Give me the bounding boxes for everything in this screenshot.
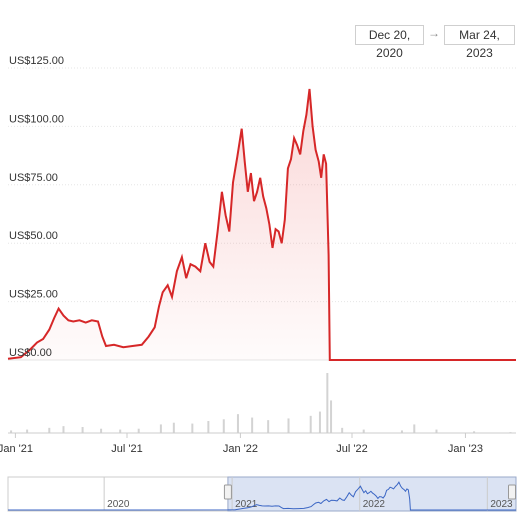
navigator[interactable]: 2020 2021 2022 2023 — [7, 476, 517, 512]
navigator-year-label: 2023 — [490, 499, 513, 510]
navigator-handle-left[interactable] — [223, 484, 232, 500]
volume-bar — [172, 422, 175, 433]
x-tick-label: Jul '22 — [336, 443, 367, 455]
volume-bar — [400, 430, 403, 433]
volume-bar — [318, 411, 321, 433]
volume-bar — [48, 427, 51, 433]
navigator-year-label: 2020 — [107, 499, 130, 510]
y-axis-ticks: US$0.00 US$25.00 US$50.00 US$75.00 US$100.00… — [9, 55, 64, 359]
volume-bar — [435, 429, 438, 433]
x-tick-label: Jul '21 — [111, 443, 142, 455]
volume-bar — [326, 373, 329, 433]
volume-bar — [413, 424, 416, 433]
volume-bar — [100, 428, 103, 433]
volume-bar — [341, 427, 344, 433]
x-tick-label: Jan '23 — [448, 443, 483, 455]
volume-bar — [330, 400, 333, 433]
volume-bar — [137, 428, 140, 433]
navigator-year-label: 2022 — [363, 499, 386, 510]
volume-bar — [362, 429, 365, 433]
volume-bar — [267, 420, 270, 433]
y-tick-label: US$100.00 — [9, 113, 64, 125]
volume-bar — [10, 430, 13, 433]
volume-bar — [159, 424, 162, 433]
volume-bar — [207, 421, 210, 433]
price-area-fill — [8, 89, 516, 360]
y-tick-label: US$0.00 — [9, 347, 52, 359]
volume-bar — [81, 427, 84, 433]
navigator-line — [7, 481, 516, 511]
y-tick-label: US$50.00 — [9, 230, 58, 242]
volume-bar — [26, 429, 29, 433]
volume-bar — [473, 431, 476, 433]
volume-bar — [222, 419, 225, 433]
range-arrow-icon: → — [428, 26, 440, 40]
volume-bar — [287, 418, 290, 433]
navigator-handle-right[interactable] — [508, 484, 516, 500]
price-line[interactable] — [7, 88, 516, 361]
volume-bar — [236, 414, 239, 433]
volume-bars — [10, 373, 512, 433]
volume-bar — [309, 415, 312, 433]
x-tick-label: Jan '22 — [223, 443, 258, 455]
volume-bar — [119, 429, 122, 433]
end-date-input[interactable]: Mar 24, 2023 — [444, 25, 515, 60]
navigator-year-label: 2021 — [235, 499, 258, 510]
y-tick-label: US$75.00 — [9, 172, 58, 184]
start-date-input[interactable]: Dec 20, 2020 — [355, 25, 424, 60]
volume-bar — [62, 426, 65, 433]
volume-bar — [251, 417, 254, 433]
x-axis-ticks: Jan '21 Jul '21 Jan '22 Jul '22 Jan '23 — [0, 433, 483, 455]
volume-bar — [191, 423, 194, 433]
x-tick-label: Jan '21 — [0, 443, 33, 455]
y-tick-label: US$25.00 — [9, 289, 58, 301]
y-tick-label: US$125.00 — [9, 55, 64, 67]
